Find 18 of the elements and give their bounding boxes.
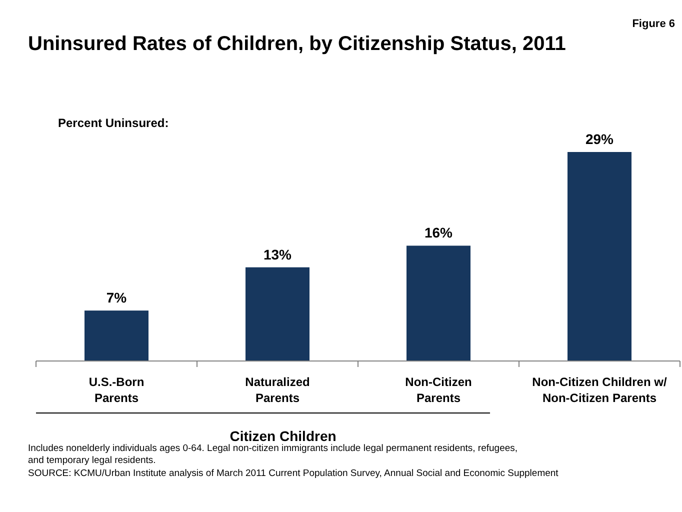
bar [406,246,470,361]
chart-title: Uninsured Rates of Children, by Citizenship Status, 2011 [28,33,566,55]
data-label: 16% [424,224,454,241]
x-tick-label: Non-Citizen Children w/ Non-Citizen Parents [532,375,668,405]
data-label: 29% [585,131,614,147]
bar [246,267,310,361]
bar [84,310,148,361]
x-tick-label: Non-Citizen Parents [405,375,472,405]
data-label: 7% [106,290,128,306]
x-tick-label: Naturalized Parents [245,375,310,405]
y-axis-title: Percent Uninsured: [58,116,169,130]
text: Citizen Children [230,428,336,444]
source-note: SOURCE: KCMU/Urban Institute analysis of March 2011 Current Population Survey, Annual Social and Economic Supplement [28,468,559,479]
data-label: 13% [263,246,292,262]
text: Includes nonelderly individuals ages 0-64. Legal non-citizen immigrants include legal permanent residents, refugees, and temporary legal residents. [28,443,518,466]
x-tick-label: U.S.-Born Parents [88,375,144,405]
caption: Figure 6 [632,18,675,30]
bar [568,152,632,361]
